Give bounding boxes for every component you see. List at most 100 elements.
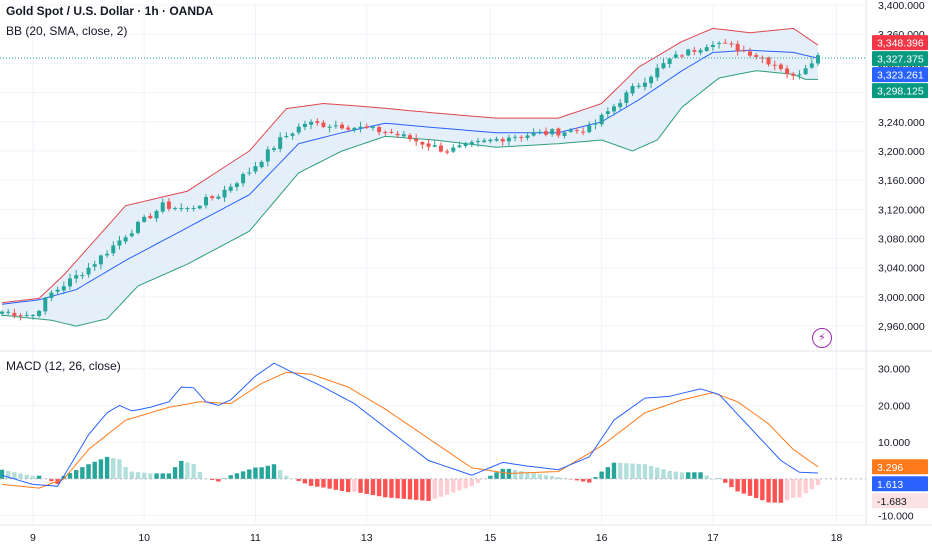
macd-histogram-bar bbox=[692, 472, 697, 479]
macd-histogram-bar bbox=[636, 463, 641, 479]
price-tag-label: 3.296 bbox=[877, 462, 903, 474]
macd-histogram-bar bbox=[321, 478, 326, 488]
candle-body bbox=[445, 151, 450, 153]
macd-histogram-bar bbox=[160, 473, 165, 479]
candle-body bbox=[655, 67, 660, 78]
price-tag: -1.683 bbox=[872, 493, 928, 509]
macd-histogram-bar bbox=[655, 467, 660, 479]
macd-histogram-bar bbox=[383, 478, 388, 498]
candle-body bbox=[49, 292, 54, 298]
candle-body bbox=[574, 130, 579, 132]
candle-body bbox=[649, 76, 654, 84]
candle-body bbox=[259, 161, 264, 168]
price-axis-tick: 3,040.000 bbox=[878, 263, 925, 275]
macd-histogram-bar bbox=[179, 460, 184, 479]
candle-body bbox=[469, 142, 474, 145]
macd-histogram-bar bbox=[129, 471, 135, 479]
time-axis-tick: 17 bbox=[707, 532, 719, 544]
candle-body bbox=[636, 85, 641, 87]
price-tag-box bbox=[872, 476, 928, 492]
macd-histogram-bar bbox=[525, 472, 530, 479]
macd-histogram-bar bbox=[284, 475, 289, 479]
candle-body bbox=[438, 145, 443, 152]
macd-histogram-bar bbox=[61, 475, 67, 479]
candle-body bbox=[204, 197, 208, 206]
candle-body bbox=[278, 137, 283, 149]
candle-body bbox=[717, 43, 722, 45]
macd-histogram-bar bbox=[481, 478, 487, 480]
macd-histogram-bar bbox=[735, 478, 740, 492]
candle-body bbox=[568, 130, 573, 132]
candle-body bbox=[729, 43, 734, 45]
macd-histogram-bar bbox=[531, 473, 536, 479]
price-axis-tick: 3,160.000 bbox=[878, 175, 925, 187]
candle-body bbox=[612, 106, 616, 112]
price-axis-tick: 3,200.000 bbox=[878, 146, 925, 158]
macd-indicator-legend[interactable]: MACD (12, 26, close) bbox=[6, 359, 121, 373]
candle-body bbox=[142, 216, 147, 222]
candle-body bbox=[290, 133, 295, 136]
candle-body bbox=[420, 141, 425, 145]
macd-histogram-bar bbox=[432, 478, 437, 499]
macd-histogram-bar bbox=[778, 478, 784, 503]
price-tag: 3,323.261 bbox=[872, 67, 928, 83]
time-axis-tick: 10 bbox=[138, 532, 150, 544]
candle-body bbox=[451, 147, 456, 152]
macd-histogram-bar bbox=[562, 478, 567, 479]
candle-body bbox=[599, 114, 604, 125]
candle-body bbox=[228, 186, 233, 191]
macd-histogram-bar bbox=[760, 478, 765, 501]
candle-body bbox=[531, 132, 536, 136]
candle-body bbox=[754, 55, 759, 57]
candle-body bbox=[778, 64, 783, 70]
macd-histogram-bar bbox=[574, 478, 580, 481]
macd-histogram-bar bbox=[98, 459, 104, 479]
macd-histogram-bar bbox=[648, 465, 654, 479]
macd-histogram-bar bbox=[166, 473, 172, 479]
candle-body bbox=[327, 126, 332, 128]
price-axis-tick: 3,120.000 bbox=[878, 204, 925, 216]
price-tag-label: 3,323.261 bbox=[877, 70, 924, 82]
macd-axis-tick: 20.000 bbox=[878, 400, 910, 412]
price-tag-label: 3,348.396 bbox=[877, 38, 924, 50]
macd-histogram-bar bbox=[716, 478, 722, 479]
price-tag-box bbox=[872, 51, 928, 67]
macd-histogram-bar bbox=[234, 473, 240, 479]
candle-body bbox=[346, 127, 351, 130]
macd-histogram-bar bbox=[191, 463, 196, 479]
candle-body bbox=[624, 92, 629, 103]
candle-body bbox=[395, 133, 400, 136]
candle-body bbox=[185, 208, 190, 210]
macd-axis-tick: 30.000 bbox=[878, 364, 910, 376]
bb-indicator-legend[interactable]: BB (20, SMA, close, 2) bbox=[6, 24, 128, 38]
lightning-bolt-icon[interactable]: ⚡ bbox=[812, 328, 832, 348]
macd-histogram-bar bbox=[247, 469, 252, 479]
macd-histogram-bar bbox=[729, 478, 734, 488]
macd-histogram-bar bbox=[494, 472, 499, 479]
macd-axis-tick: 10.000 bbox=[878, 437, 910, 449]
candle-body bbox=[86, 267, 91, 275]
macd-histogram-bar bbox=[333, 478, 339, 490]
macd-histogram-bar bbox=[302, 478, 308, 484]
price-tag: 3.296 bbox=[872, 459, 928, 475]
macd-histogram-bar bbox=[24, 474, 29, 479]
macd-histogram-bar bbox=[599, 471, 604, 479]
candle-body bbox=[43, 297, 48, 312]
candle-body bbox=[234, 183, 239, 187]
candle-body bbox=[377, 127, 382, 133]
candle-body bbox=[791, 73, 796, 76]
price-tag: 1.613 bbox=[872, 476, 928, 492]
macd-histogram-bar bbox=[624, 463, 629, 479]
candle-body bbox=[408, 135, 412, 140]
candle-body bbox=[123, 237, 128, 242]
macd-histogram-bar bbox=[222, 478, 227, 479]
candle-body bbox=[389, 131, 394, 133]
candle-body bbox=[692, 50, 697, 52]
candle-body bbox=[309, 121, 314, 125]
macd-histogram-bar bbox=[92, 461, 97, 479]
candle-body bbox=[173, 208, 178, 210]
candle-body bbox=[772, 64, 777, 66]
macd-histogram-bar bbox=[339, 478, 345, 491]
candle-body bbox=[710, 44, 715, 48]
